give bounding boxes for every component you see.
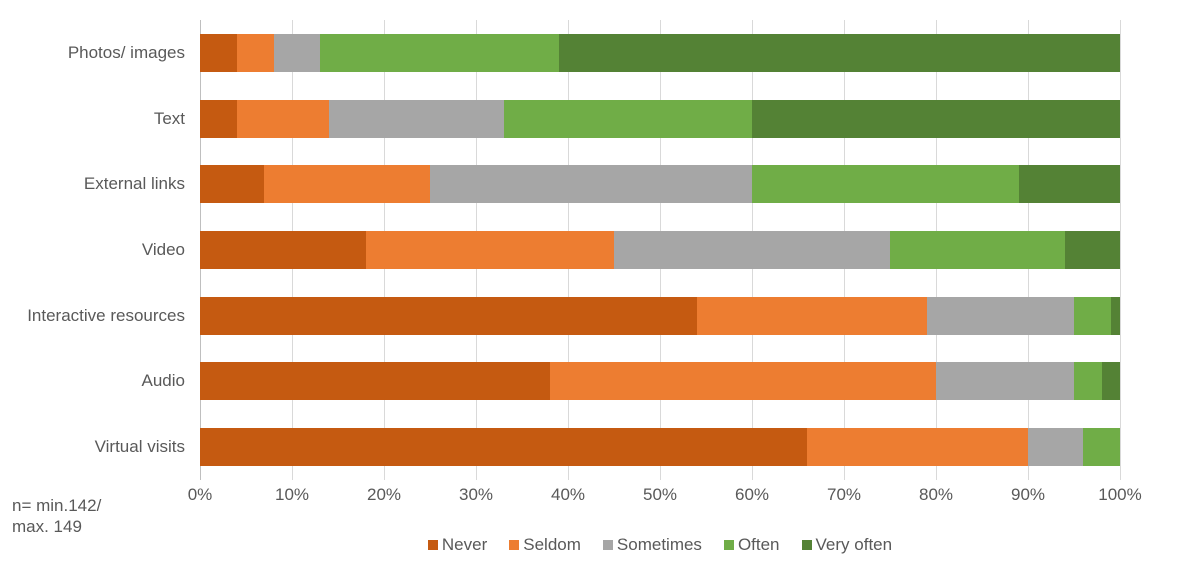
y-tick-label: Text [0,86,195,152]
x-tick-label: 0% [188,485,213,505]
legend-swatch [603,540,613,550]
legend-item-seldom: Seldom [509,535,581,555]
stacked-bar [200,362,1120,400]
bar-segment-very_often [559,34,1120,72]
legend-swatch [802,540,812,550]
stacked-bar [200,165,1120,203]
stacked-bar [200,428,1120,466]
x-tick-label: 60% [735,485,769,505]
bar-segment-sometimes [274,34,320,72]
y-tick-label: Audio [0,349,195,415]
bar-segment-very_often [1102,362,1120,400]
bar-segment-never [200,428,807,466]
bar-segment-often [504,100,752,138]
bar-row [200,217,1120,283]
legend-label: Never [442,535,487,555]
y-tick-label: Photos/ images [0,20,195,86]
legend-item-very_often: Very often [802,535,893,555]
bar-segment-sometimes [430,165,752,203]
bar-segment-very_often [1019,165,1120,203]
bar-segment-very_often [752,100,1120,138]
stacked-bar [200,34,1120,72]
bar-segment-seldom [550,362,936,400]
x-tick-label: 50% [643,485,677,505]
x-tick-label: 30% [459,485,493,505]
y-tick-label: Virtual visits [0,414,195,480]
x-tick-label: 100% [1098,485,1141,505]
bar-segment-sometimes [936,362,1074,400]
bar-row [200,20,1120,86]
plot-area [200,20,1120,480]
bar-segment-often [890,231,1065,269]
x-tick-label: 70% [827,485,861,505]
x-tick-label: 20% [367,485,401,505]
y-tick-label: External links [0,151,195,217]
bar-segment-seldom [697,297,927,335]
bar-segment-sometimes [927,297,1074,335]
bar-segment-sometimes [1028,428,1083,466]
bar-segment-often [1074,362,1102,400]
legend-swatch [428,540,438,550]
bar-segment-seldom [366,231,614,269]
bar-row [200,349,1120,415]
bar-segment-seldom [264,165,430,203]
legend-item-sometimes: Sometimes [603,535,702,555]
bar-row [200,283,1120,349]
legend-label: Seldom [523,535,581,555]
y-axis-labels: Photos/ images Text External links Video… [0,20,195,480]
stacked-bar [200,100,1120,138]
bar-segment-never [200,297,697,335]
legend-label: Very often [816,535,893,555]
bar-segment-sometimes [329,100,504,138]
bar-segment-never [200,362,550,400]
legend-item-never: Never [428,535,487,555]
bar-segment-very_often [1111,297,1120,335]
legend: Never Seldom Sometimes Often Very often [200,535,1120,555]
x-tick-label: 80% [919,485,953,505]
legend-label: Often [738,535,780,555]
bar-row [200,86,1120,152]
bar-row [200,151,1120,217]
bar-segment-often [1083,428,1120,466]
bar-segment-never [200,231,366,269]
bar-segment-often [752,165,1019,203]
bar-segment-often [1074,297,1111,335]
x-axis-ticks: 0%10%20%30%40%50%60%70%80%90%100% [200,485,1120,509]
legend-label: Sometimes [617,535,702,555]
y-tick-label: Video [0,217,195,283]
bar-segment-never [200,165,264,203]
bar-segment-never [200,100,237,138]
gridline [1120,20,1121,480]
x-tick-label: 10% [275,485,309,505]
bar-segment-seldom [237,34,274,72]
legend-item-often: Often [724,535,780,555]
stacked-bar [200,297,1120,335]
bar-row [200,414,1120,480]
bar-segment-seldom [807,428,1028,466]
sample-size-note: n= min.142/ max. 149 [12,495,101,538]
bar-segment-often [320,34,559,72]
bar-segment-very_often [1065,231,1120,269]
stacked-bar [200,231,1120,269]
x-tick-label: 40% [551,485,585,505]
bars-container [200,20,1120,480]
y-tick-label: Interactive resources [0,283,195,349]
legend-swatch [509,540,519,550]
x-tick-label: 90% [1011,485,1045,505]
bar-segment-seldom [237,100,329,138]
stacked-bar-chart: Photos/ images Text External links Video… [0,0,1200,580]
legend-swatch [724,540,734,550]
bar-segment-sometimes [614,231,890,269]
bar-segment-never [200,34,237,72]
